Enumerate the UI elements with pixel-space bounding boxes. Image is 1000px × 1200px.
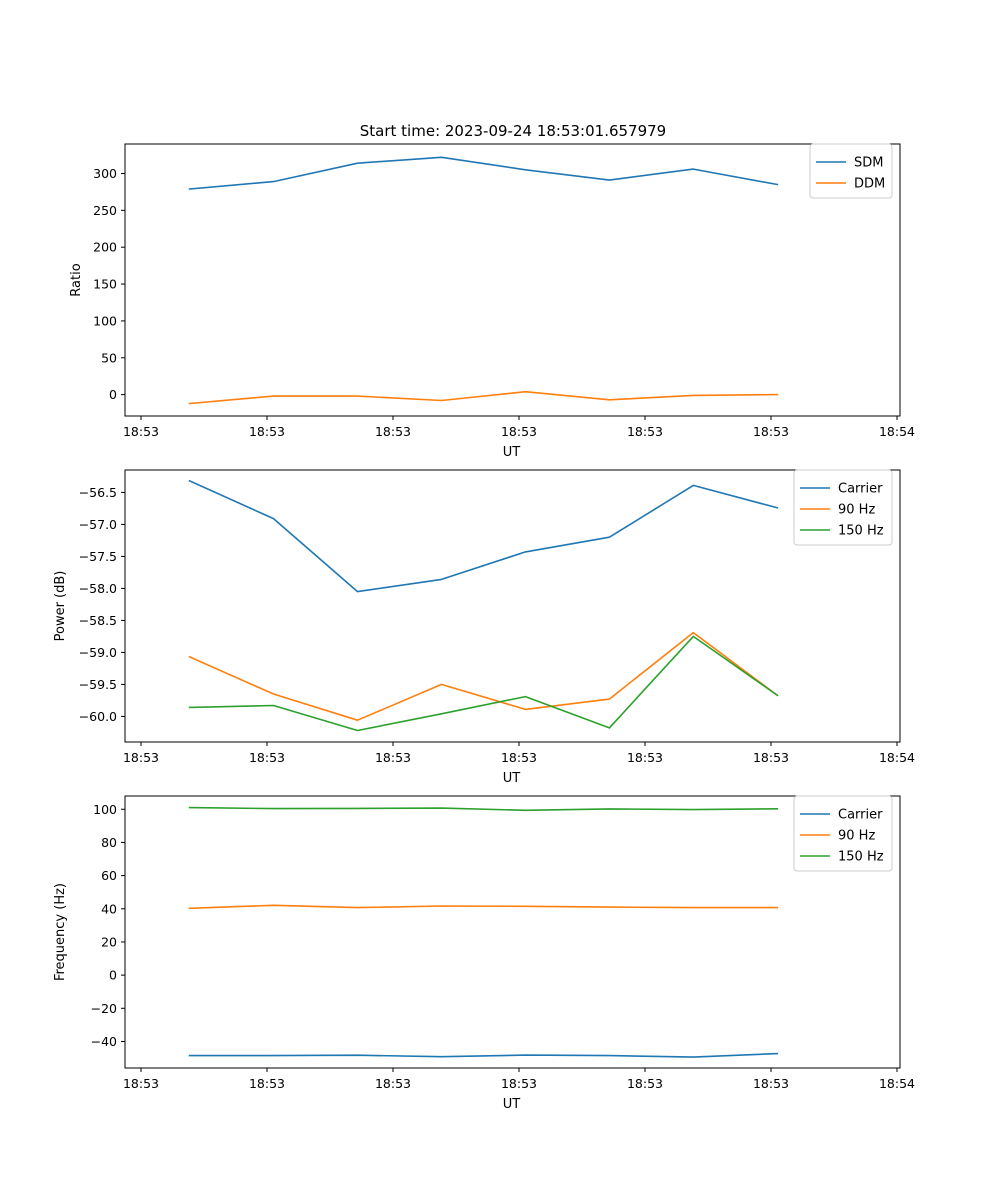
y-tick-label: 250 — [93, 203, 117, 218]
y-tick-label: −56.5 — [79, 485, 117, 500]
y-tick-label: 100 — [93, 313, 117, 328]
x-tick-label: 18:53 — [249, 750, 285, 765]
y-tick-label: −40 — [91, 1034, 117, 1049]
frequency-axes: 18:53 18:53 18:53 18:53 18:53 18:53 18:54 −40 −2… — [53, 795, 915, 1112]
legend-label: 90 Hz — [838, 829, 875, 844]
x-tick-label: 18:53 — [123, 1076, 159, 1091]
ratio-legend: SDM DDM — [809, 143, 893, 199]
x-tick-label: 18:53 — [627, 424, 663, 439]
x-axis-label: UT — [503, 445, 521, 460]
ratio-series-sdm-line — [188, 156, 779, 190]
x-tick-label: 18:54 — [879, 1076, 915, 1091]
chart-title: Start time: 2023-09-24 18:53:01.657979 — [360, 122, 666, 140]
legend-label: 150 Hz — [838, 524, 884, 539]
ratio-axes-frame — [124, 143, 901, 417]
x-tick-label: 18:53 — [249, 1076, 285, 1091]
power-series-90-hz-line — [188, 631, 779, 722]
frequency-axes-frame — [124, 795, 901, 1069]
x-tick-label: 18:53 — [375, 750, 411, 765]
x-tick-label: 18:53 — [753, 424, 789, 439]
legend-label: SDM — [854, 156, 883, 171]
frequency-series-150-hz-line — [188, 806, 779, 812]
x-axis-label: UT — [503, 771, 521, 786]
x-tick-label: 18:53 — [375, 424, 411, 439]
y-tick-label: −59.5 — [79, 677, 117, 692]
y-tick-label: 150 — [93, 277, 117, 292]
legend-label: Carrier — [838, 482, 883, 497]
x-tick-label: 18:53 — [627, 750, 663, 765]
x-tick-label: 18:53 — [753, 750, 789, 765]
x-tick-label: 18:53 — [123, 750, 159, 765]
y-axis-label: Ratio — [69, 263, 84, 296]
y-tick-label: 60 — [101, 868, 117, 883]
y-tick-label: −60.0 — [79, 709, 117, 724]
y-tick-label: −20 — [91, 1001, 117, 1016]
power-axes: 18:53 18:53 18:53 18:53 18:53 18:53 18:54 −60.0… — [53, 469, 915, 786]
x-tick-label: 18:53 — [627, 1076, 663, 1091]
y-tick-label: 0 — [109, 387, 117, 402]
x-tick-label: 18:53 — [501, 750, 537, 765]
y-axis-label: Frequency (Hz) — [53, 883, 68, 981]
x-tick-label: 18:53 — [249, 424, 285, 439]
x-tick-label: 18:53 — [753, 1076, 789, 1091]
y-tick-label: 80 — [101, 835, 117, 850]
power-series-carrier-line — [188, 479, 779, 593]
y-axis-label: Power (dB) — [53, 571, 68, 642]
ratio-series-ddm-line — [188, 390, 779, 405]
y-tick-label: −58.0 — [79, 581, 117, 596]
y-tick-label: 300 — [93, 166, 117, 181]
y-tick-label: 200 — [93, 240, 117, 255]
y-tick-label: 100 — [93, 802, 117, 817]
power-series-150-hz-line — [188, 635, 779, 732]
y-tick-label: −59.0 — [79, 645, 117, 660]
power-axes-frame — [124, 469, 901, 743]
ratio-axes: 18:53 18:53 18:53 18:53 18:53 18:53 18:54 0 50 10… — [69, 143, 915, 460]
legend-label: 90 Hz — [838, 503, 875, 518]
y-tick-label: 50 — [101, 350, 117, 365]
x-tick-label: 18:53 — [501, 424, 537, 439]
power-legend: Carrier 90 Hz 150 Hz — [793, 469, 893, 546]
y-tick-label: 0 — [109, 968, 117, 983]
frequency-series-carrier-line — [188, 1052, 779, 1058]
frequency-legend: Carrier 90 Hz 150 Hz — [793, 795, 893, 872]
legend-label: DDM — [854, 177, 885, 192]
y-tick-label: −57.0 — [79, 517, 117, 532]
x-tick-label: 18:54 — [879, 424, 915, 439]
x-tick-label: 18:54 — [879, 750, 915, 765]
y-tick-label: −58.5 — [79, 613, 117, 628]
frequency-series-90-hz-line — [188, 904, 779, 910]
legend-box — [809, 143, 893, 199]
y-tick-label: 20 — [101, 934, 117, 949]
legend-label: Carrier — [838, 808, 883, 823]
y-tick-label: −57.5 — [79, 549, 117, 564]
x-tick-label: 18:53 — [501, 1076, 537, 1091]
y-tick-label: 40 — [101, 901, 117, 916]
x-tick-label: 18:53 — [123, 424, 159, 439]
legend-label: 150 Hz — [838, 850, 884, 865]
x-axis-label: UT — [503, 1097, 521, 1112]
x-tick-label: 18:53 — [375, 1076, 411, 1091]
